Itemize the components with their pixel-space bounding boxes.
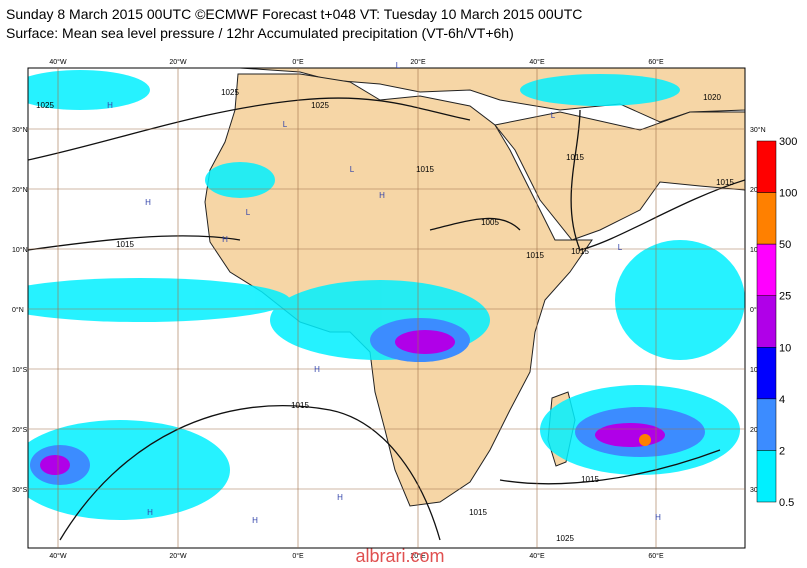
isobar-label: 1015 bbox=[291, 401, 309, 410]
pressure-centre: H bbox=[252, 516, 258, 525]
lon-label: 40°E bbox=[529, 58, 545, 66]
legend-swatch bbox=[756, 347, 777, 400]
legend-label: 4 bbox=[779, 394, 785, 406]
lat-label: 20°S bbox=[12, 426, 28, 434]
arabia-land bbox=[494, 111, 745, 241]
lon-label: 20°E bbox=[410, 58, 426, 66]
legend-label: 50 bbox=[779, 239, 791, 251]
lon-label: 60°E bbox=[648, 58, 664, 66]
pressure-centre: H bbox=[222, 235, 228, 244]
pressure-centre: H bbox=[337, 493, 343, 502]
pressure-centre: H bbox=[655, 513, 661, 522]
lon-label: 40°W bbox=[49, 58, 67, 66]
isobar bbox=[570, 109, 745, 251]
legend-swatch bbox=[756, 140, 777, 193]
pressure-centre: L bbox=[350, 165, 355, 174]
legend-label: 100 bbox=[779, 188, 797, 200]
legend-label: 0.5 bbox=[779, 497, 794, 509]
legend-label: 2 bbox=[779, 445, 785, 457]
isobar-label: 1020 bbox=[703, 93, 721, 102]
pressure-centre: H bbox=[107, 101, 113, 110]
isobar-label: 1015 bbox=[469, 508, 487, 517]
lat-label: 20°N bbox=[12, 186, 28, 194]
precip-area bbox=[28, 420, 230, 520]
lon-label: 40°W bbox=[49, 552, 67, 560]
legend-swatch bbox=[756, 295, 777, 348]
pressure-centre: H bbox=[147, 508, 153, 517]
lat-label: 0°N bbox=[12, 306, 24, 314]
lat-label: 10°S bbox=[12, 366, 28, 374]
lat-label: 30°N bbox=[12, 126, 28, 134]
lon-label: 20°W bbox=[169, 552, 187, 560]
isobar bbox=[28, 235, 241, 251]
lat-label: 0°N bbox=[750, 306, 762, 314]
subtitle-line: Surface: Mean sea level pressure / 12hr … bbox=[6, 25, 514, 41]
legend-label: 25 bbox=[779, 291, 791, 303]
isobar bbox=[499, 449, 721, 485]
isobar-label: 1015 bbox=[566, 153, 584, 162]
lat-label: 10°N bbox=[12, 246, 28, 254]
watermark: albrari.com bbox=[355, 546, 444, 566]
lon-label: 60°E bbox=[648, 552, 664, 560]
isobar-label: 1015 bbox=[116, 240, 134, 249]
isobar bbox=[59, 405, 441, 541]
legend-swatch bbox=[756, 398, 777, 451]
isobar bbox=[429, 217, 521, 231]
lon-label: 40°E bbox=[529, 552, 545, 560]
precip-area bbox=[28, 278, 290, 322]
pressure-centre: H bbox=[379, 191, 385, 200]
isobar-label: 1025 bbox=[221, 88, 239, 97]
precip-area bbox=[615, 240, 745, 360]
lon-label: 0°E bbox=[292, 552, 304, 560]
precip-area bbox=[40, 455, 70, 475]
precip-area bbox=[205, 162, 275, 198]
legend-label: 10 bbox=[779, 342, 791, 354]
lat-label: 30°S bbox=[12, 486, 28, 494]
isobar-label: 1015 bbox=[526, 251, 544, 260]
legend-swatch bbox=[756, 450, 777, 503]
map-frame bbox=[27, 67, 746, 549]
pressure-centre: H bbox=[314, 365, 320, 374]
precip-max bbox=[639, 434, 651, 446]
pressure-centre: L bbox=[396, 61, 401, 70]
legend-swatch bbox=[756, 192, 777, 245]
isobar-label: 1015 bbox=[581, 475, 599, 484]
pressure-centre: L bbox=[283, 120, 288, 129]
pressure-centre: L bbox=[551, 111, 556, 120]
pressure-centre: H bbox=[145, 198, 151, 207]
isobar-label: 1015 bbox=[416, 165, 434, 174]
isobar bbox=[28, 97, 471, 161]
precip-area bbox=[28, 70, 150, 110]
isobar-label: 1015 bbox=[571, 247, 589, 256]
legend-label: 300 bbox=[779, 136, 797, 148]
isobar-label: 1005 bbox=[481, 218, 499, 227]
precip-area bbox=[520, 74, 680, 106]
isobar-label: 1025 bbox=[311, 101, 329, 110]
lon-label: 20°E bbox=[410, 552, 426, 560]
isobar-label: 1015 bbox=[716, 178, 734, 187]
legend-swatch bbox=[756, 243, 777, 296]
pressure-centre: L bbox=[618, 243, 623, 252]
precip-area bbox=[395, 330, 455, 354]
isobar-label: 1025 bbox=[36, 101, 54, 110]
lat-label: 30°N bbox=[750, 126, 766, 134]
title-line: Sunday 8 March 2015 00UTC ©ECMWF Forecas… bbox=[6, 6, 583, 22]
pressure-centre: L bbox=[246, 208, 251, 217]
lon-label: 0°E bbox=[292, 58, 304, 66]
precip-area bbox=[595, 423, 665, 447]
isobar-label: 1025 bbox=[556, 534, 574, 543]
lon-label: 20°W bbox=[169, 58, 187, 66]
